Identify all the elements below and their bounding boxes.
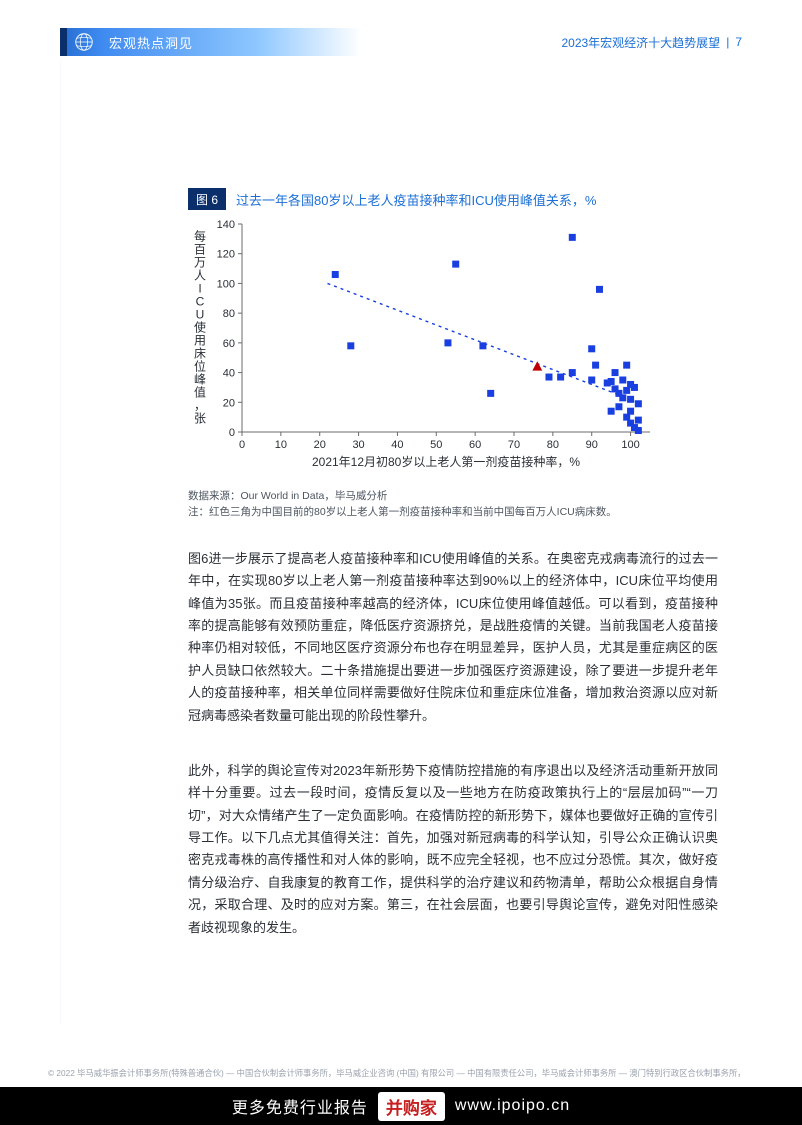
data-note: 注：红色三角为中国目前的80岁以上老人第一剂疫苗接种率和当前中国每百万人ICU病… [188,504,617,519]
svg-text:140: 140 [217,219,235,231]
svg-text:位: 位 [194,359,206,374]
svg-text:20: 20 [223,397,235,409]
svg-text:I: I [198,282,201,296]
promo-url[interactable]: www.ipoipo.cn [455,1097,570,1115]
svg-text:使: 使 [194,320,206,335]
promo-text: 更多免费行业报告 [232,1094,368,1118]
svg-text:床: 床 [194,347,206,361]
left-guide-line [60,60,61,1025]
svg-text:40: 40 [391,439,403,451]
svg-text:40: 40 [223,368,235,380]
svg-text:峰: 峰 [194,373,206,387]
svg-text:2021年12月初80岁以上老人第一剂疫苗接种率，%: 2021年12月初80岁以上老人第一剂疫苗接种率，% [312,454,580,469]
promo-bar: 更多免费行业报告 并购家 www.ipoipo.cn [0,1087,802,1125]
svg-text:60: 60 [223,338,235,350]
svg-text:C: C [196,295,205,309]
header-title: 宏观热点洞见 [101,28,361,56]
svg-text:90: 90 [586,439,598,451]
page-number: 7 [735,35,742,49]
svg-text:100: 100 [217,278,235,290]
svg-text:10: 10 [275,439,287,451]
svg-text:0: 0 [239,439,245,451]
svg-text:百: 百 [194,243,206,257]
svg-text:值: 值 [194,385,206,400]
figure-number-badge: 图 6 [188,188,226,210]
svg-text:20: 20 [314,439,326,451]
header-accent-bar [60,28,67,56]
header-left: 宏观热点洞见 [60,28,361,56]
body-paragraph-1: 图6进一步展示了提高老人疫苗接种率和ICU使用峰值的关系。在奥密克戎病毒流行的过… [188,548,718,727]
copyright-line: © 2022 毕马威华振会计师事务所(特殊普通合伙) — 中国合伙制会计师事务所… [48,1067,754,1079]
svg-text:100: 100 [621,439,639,451]
scatter-chart: 0 20 40 60 80 100 120 140 0 10 20 30 40 50 60 70 80 90 100… [188,218,658,474]
svg-text:0: 0 [229,427,235,439]
svg-text:人: 人 [194,269,206,283]
page-header: 宏观热点洞见 2023年宏观经济十大趋势展望 | 7 [60,28,742,56]
svg-text:万: 万 [194,256,206,270]
svg-text:用: 用 [194,334,206,348]
svg-text:120: 120 [217,249,235,261]
svg-text:50: 50 [430,439,442,451]
svg-text:每: 每 [194,229,206,244]
promo-badge: 并购家 [378,1092,445,1121]
body-paragraph-2: 此外，科学的舆论宣传对2023年新形势下疫情防控措施的有序退出以及经济活动重新开… [188,760,718,939]
data-source: 数据来源：Our World in Data，毕马威分析 [188,488,387,503]
svg-text:80: 80 [223,308,235,320]
svg-text:张: 张 [194,412,206,426]
svg-text:，: ， [194,399,206,413]
header-right: 2023年宏观经济十大趋势展望 | 7 [561,28,742,56]
svg-text:70: 70 [508,439,520,451]
svg-text:60: 60 [469,439,481,451]
figure-titlebar: 图 6 过去一年各国80岁以上老人疫苗接种率和ICU使用峰值关系，% [188,188,596,210]
header-subtitle: 2023年宏观经济十大趋势展望 [561,34,720,51]
svg-text:80: 80 [547,439,559,451]
figure-caption: 过去一年各国80岁以上老人疫苗接种率和ICU使用峰值关系，% [236,190,596,209]
svg-text:30: 30 [352,439,364,451]
kpmg-globe-icon [67,28,101,56]
svg-text:U: U [196,308,205,322]
header-separator: | [726,35,729,49]
